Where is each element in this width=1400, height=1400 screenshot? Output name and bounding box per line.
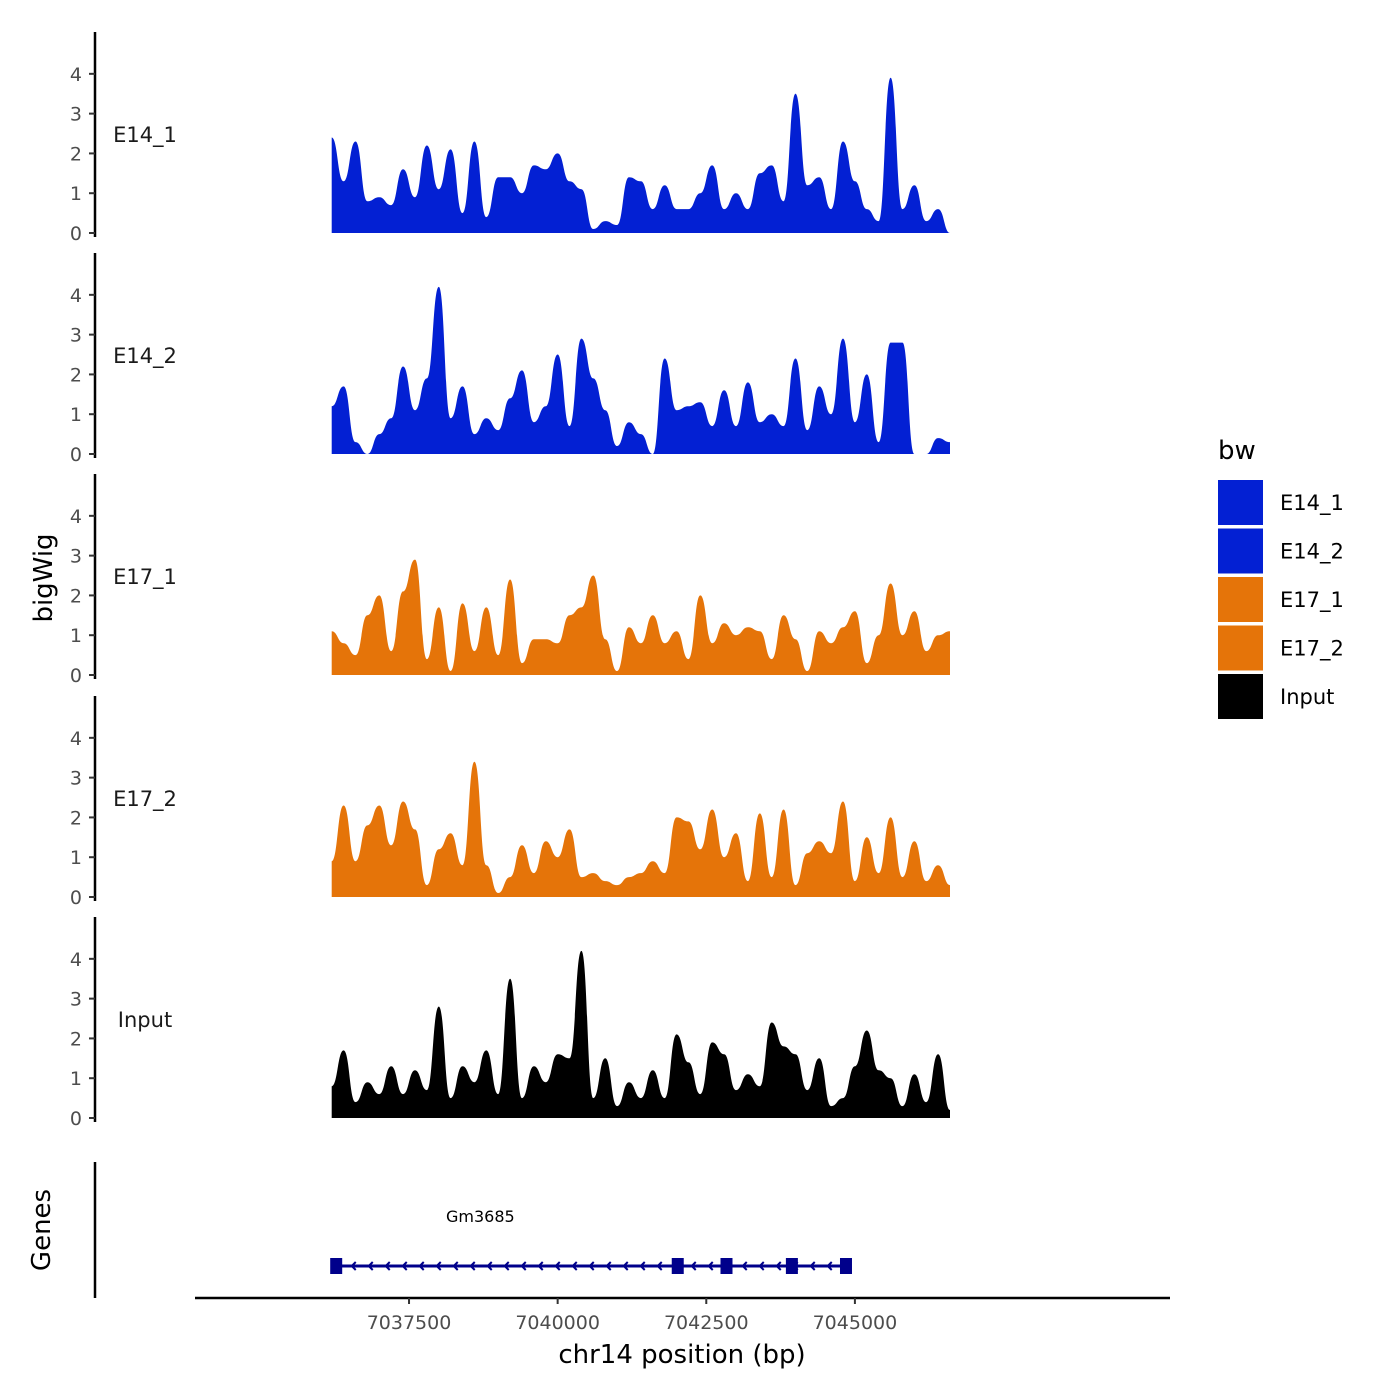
x-axis: chr14 position (bp) 7037500 7040000 704250… <box>195 1296 1170 1370</box>
legend-label: E14_2 <box>1280 540 1344 565</box>
y-tick-label: 1 <box>70 183 82 205</box>
strand-arrow <box>503 1261 510 1271</box>
track-label: E14_2 <box>113 344 177 369</box>
y-tick-label: 1 <box>70 404 82 426</box>
gene-exon <box>720 1258 733 1274</box>
legend: bw E14_1 E14_2 E17_1 E17_2 Input <box>1218 436 1344 719</box>
strand-arrow <box>775 1261 782 1271</box>
y-tick-label: 0 <box>70 1108 82 1130</box>
coverage-area-e14-1 <box>331 77 950 233</box>
y-tick-label: 0 <box>70 665 82 687</box>
legend-swatch <box>1218 577 1263 622</box>
y-tick-label: 1 <box>70 847 82 869</box>
gene-model: Gm3685 <box>330 1207 852 1274</box>
strand-arrow <box>418 1261 425 1271</box>
legend-label: Input <box>1280 685 1334 709</box>
bigwig-tracks: 0 1 2 3 4 E14_1 0 1 2 3 4 E14_2 0 1 2 3 4 E17_1 0 1 2 3 4 E17_2… <box>70 32 950 1130</box>
y-tick-label: 2 <box>70 807 82 829</box>
track-panel-e17-1: 0 1 2 3 4 E17_1 <box>70 474 950 687</box>
y-tick-label: 4 <box>70 64 82 86</box>
gene-exon <box>839 1258 852 1274</box>
x-tick-label: 7045000 <box>813 1312 898 1334</box>
y-tick-label: 3 <box>70 768 82 790</box>
legend-label: E14_1 <box>1280 491 1344 516</box>
strand-arrow <box>384 1261 391 1271</box>
gene-name-label: Gm3685 <box>446 1207 515 1226</box>
track-label: E17_2 <box>113 787 177 812</box>
strand-arrow <box>537 1261 544 1271</box>
y-tick-label: 4 <box>70 949 82 971</box>
strand-arrow <box>520 1261 527 1271</box>
strand-arrow <box>758 1261 765 1271</box>
track-panel-input: 0 1 2 3 4 Input <box>70 917 950 1130</box>
strand-arrow <box>605 1261 612 1271</box>
legend-swatch <box>1218 528 1263 574</box>
x-axis-title: chr14 position (bp) <box>558 1340 805 1370</box>
strand-arrow <box>826 1261 833 1271</box>
y-tick-label: 2 <box>70 143 82 165</box>
y-tick-label: 1 <box>70 625 82 647</box>
strand-arrow <box>367 1261 374 1271</box>
strand-arrow <box>690 1261 697 1271</box>
x-tick-label: 7040000 <box>515 1312 600 1334</box>
y-tick-label: 3 <box>70 325 82 347</box>
strand-arrow <box>554 1261 561 1271</box>
coverage-area-e14-2 <box>331 286 950 454</box>
strand-arrow <box>435 1261 442 1271</box>
gene-exon <box>330 1258 343 1274</box>
legend-label: E17_2 <box>1280 637 1344 662</box>
strand-arrow <box>588 1261 595 1271</box>
coverage-area-e17-2 <box>331 761 950 897</box>
strand-arrow <box>452 1261 459 1271</box>
y-tick-label: 0 <box>70 444 82 466</box>
y-tick-label: 1 <box>70 1068 82 1090</box>
y-tick-label: 4 <box>70 285 82 307</box>
legend-swatch <box>1218 674 1263 719</box>
track-panel-e17-2: 0 1 2 3 4 E17_2 <box>70 696 950 909</box>
gene-exon <box>671 1258 684 1274</box>
track-label: E14_1 <box>113 123 177 148</box>
genes-panel: Genes Gm3685 <box>27 1162 852 1298</box>
gene-exon <box>785 1258 798 1274</box>
y-tick-label: 0 <box>70 223 82 245</box>
genes-axis-title: Genes <box>27 1189 57 1271</box>
y-axis-title: bigWig <box>29 533 59 622</box>
y-tick-label: 4 <box>70 506 82 528</box>
y-tick-label: 3 <box>70 104 82 126</box>
x-tick-label: 7042500 <box>664 1312 749 1334</box>
strand-arrow <box>707 1261 714 1271</box>
y-tick-label: 3 <box>70 546 82 568</box>
strand-arrow <box>571 1261 578 1271</box>
coverage-area-e17-1 <box>331 559 950 675</box>
track-label: Input <box>118 1008 172 1032</box>
y-tick-label: 0 <box>70 887 82 909</box>
strand-arrow <box>486 1261 493 1271</box>
y-tick-label: 3 <box>70 989 82 1011</box>
track-label: E17_1 <box>113 565 177 590</box>
x-tick-label: 7037500 <box>367 1312 452 1334</box>
strand-arrow <box>469 1261 476 1271</box>
strand-arrow <box>809 1261 816 1271</box>
legend-swatch <box>1218 625 1263 671</box>
legend-swatch <box>1218 480 1263 525</box>
track-panel-e14-2: 0 1 2 3 4 E14_2 <box>70 253 950 466</box>
y-tick-label: 2 <box>70 1028 82 1050</box>
y-tick-label: 2 <box>70 585 82 607</box>
legend-title: bw <box>1218 436 1256 466</box>
strand-arrow <box>622 1261 629 1271</box>
strand-arrow <box>656 1261 663 1271</box>
legend-label: E17_1 <box>1280 588 1344 613</box>
strand-arrow <box>741 1261 748 1271</box>
y-tick-label: 4 <box>70 728 82 750</box>
strand-arrow <box>350 1261 357 1271</box>
strand-arrow <box>639 1261 646 1271</box>
coverage-area-input <box>331 950 950 1118</box>
track-panel-e14-1: 0 1 2 3 4 E14_1 <box>70 32 950 245</box>
y-tick-label: 2 <box>70 364 82 386</box>
strand-arrow <box>401 1261 408 1271</box>
